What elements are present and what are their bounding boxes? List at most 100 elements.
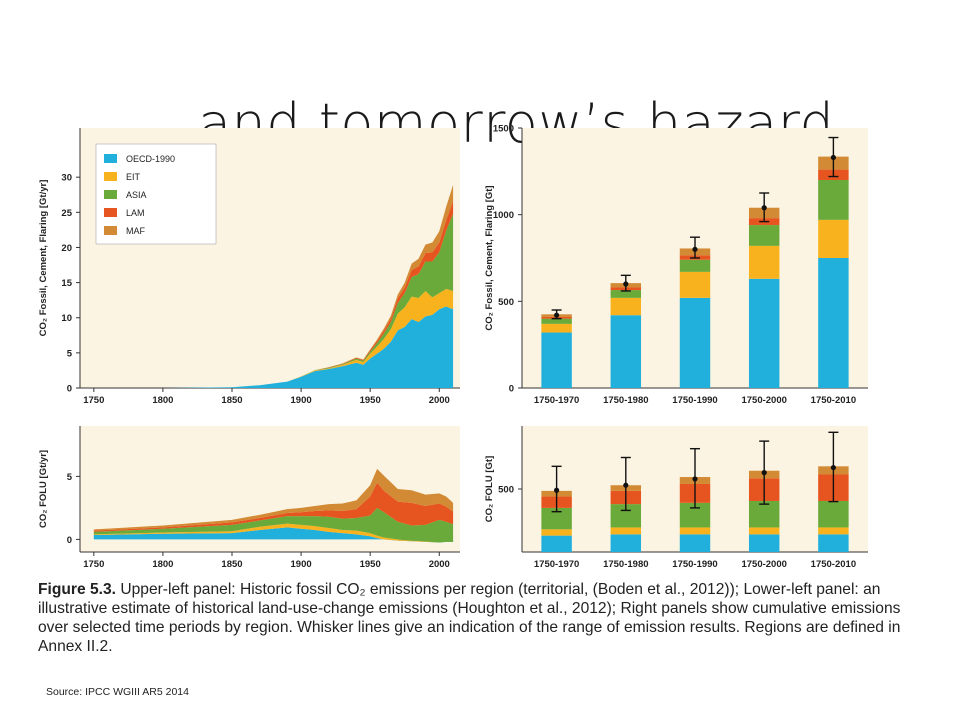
legend-label-oecd-1990: OECD-1990 bbox=[126, 154, 175, 164]
bar-segment-oecd-1990 bbox=[679, 534, 711, 552]
legend-swatch-oecd-1990 bbox=[104, 154, 117, 163]
y-axis-label: CO₂ Fossil, Cement, Flaring [Gt] bbox=[484, 185, 495, 330]
legend-label-maf: MAF bbox=[126, 226, 146, 236]
x-tick-label: 1950 bbox=[360, 559, 381, 570]
folu-annual-panel: CO₂ FOLU [Gt/yr] 0 5 1750 1800 1850 1900 1950 20… bbox=[38, 426, 460, 570]
error-center-point bbox=[761, 470, 767, 476]
area-eit bbox=[93, 523, 454, 543]
y-tick-label: 30 bbox=[61, 173, 72, 184]
x-tick-label: 1750-1980 bbox=[603, 559, 648, 570]
legend-swatch-maf bbox=[104, 226, 117, 235]
error-center-point bbox=[692, 246, 698, 252]
error-center-point bbox=[830, 464, 836, 471]
bar-segment-eit bbox=[541, 529, 572, 536]
y-tick-label: 25 bbox=[61, 208, 72, 219]
source-note: Source: IPCC WGIII AR5 2014 bbox=[46, 686, 189, 698]
bar-segment-oecd-1990 bbox=[748, 278, 780, 388]
bar-segment-oecd-1990 bbox=[818, 258, 849, 388]
x-tick-label: 1750-1990 bbox=[672, 395, 717, 406]
x-tick-label: 2000 bbox=[429, 559, 450, 570]
x-tick-label: 1750 bbox=[83, 395, 104, 406]
x-tick-label: 1850 bbox=[221, 559, 242, 570]
bar-segment-oecd-1990 bbox=[818, 534, 849, 552]
x-tick-label: 1750-2010 bbox=[811, 395, 856, 406]
x-tick-label: 1800 bbox=[152, 395, 173, 406]
caption-label: Figure 5.3. bbox=[38, 581, 116, 598]
bar-segment-eit bbox=[748, 527, 780, 535]
y-tick-label: 15 bbox=[61, 278, 72, 289]
legend-swatch-lam bbox=[104, 208, 117, 217]
x-tick-label: 1800 bbox=[152, 559, 173, 570]
bar-segment-oecd-1990 bbox=[748, 534, 780, 552]
x-tick-label: 2000 bbox=[429, 395, 450, 406]
x-tick-label: 1750-1980 bbox=[603, 395, 648, 406]
bar-segment-asia bbox=[610, 504, 642, 528]
area-oecd-1990 bbox=[93, 527, 454, 543]
bar-segment-oecd-1990 bbox=[541, 332, 572, 388]
error-center-point bbox=[554, 312, 560, 318]
error-center-point bbox=[623, 482, 629, 488]
folu-cumulative-panel: CO₂ FOLU [Gt] 1750-1970 1750-1980 1750-1990… bbox=[484, 426, 868, 570]
bar-segment-eit bbox=[610, 527, 642, 535]
fossil-cumulative-panel: CO₂ Fossil, Cement, Flaring [Gt] 1750-197… bbox=[484, 124, 868, 406]
bar-segment-eit bbox=[818, 219, 849, 258]
y-tick-label: 10 bbox=[61, 313, 72, 324]
area-asia bbox=[93, 507, 454, 543]
bar-segment-asia bbox=[541, 507, 572, 530]
caption-text: Upper-left panel: Historic fossil CO₂ em… bbox=[38, 581, 901, 655]
bar-segment-eit bbox=[541, 323, 572, 333]
area-eit bbox=[93, 288, 454, 388]
legend-label-asia: ASIA bbox=[126, 190, 147, 200]
y-axis-label: CO₂ FOLU [Gt/yr] bbox=[38, 450, 49, 528]
error-center-point bbox=[554, 487, 560, 493]
bar-segment-eit bbox=[679, 527, 711, 535]
y-tick-label: 1000 bbox=[493, 210, 514, 221]
bar-segment-asia bbox=[679, 259, 711, 272]
error-center-point bbox=[761, 205, 767, 211]
x-tick-label: 1750-2000 bbox=[741, 395, 786, 406]
legend-swatch-eit bbox=[104, 172, 117, 181]
x-tick-label: 1750-2010 bbox=[811, 559, 856, 570]
y-tick-label: 500 bbox=[498, 485, 514, 496]
bar-segment-asia bbox=[541, 318, 572, 324]
bar-segment-oecd-1990 bbox=[610, 315, 642, 388]
bar-segment-oecd-1990 bbox=[541, 535, 572, 552]
bar-segment-asia bbox=[748, 500, 780, 528]
bar-segment-asia bbox=[818, 500, 849, 528]
x-tick-label: 1750-1970 bbox=[534, 395, 579, 406]
error-center-point bbox=[623, 281, 629, 287]
y-tick-label: 0 bbox=[67, 535, 72, 546]
x-tick-label: 1750-2000 bbox=[741, 559, 786, 570]
y-tick-label: 0 bbox=[509, 384, 514, 395]
bar-segment-asia bbox=[610, 290, 642, 298]
y-tick-label: 5 bbox=[67, 472, 73, 483]
y-tick-label: 5 bbox=[67, 348, 73, 359]
area-oecd-1990 bbox=[93, 306, 454, 388]
area-lam bbox=[93, 482, 454, 532]
error-center-point bbox=[692, 476, 698, 482]
x-tick-label: 1750-1990 bbox=[672, 559, 717, 570]
y-tick-label: 20 bbox=[61, 243, 72, 254]
bar-segment-eit bbox=[748, 245, 780, 279]
y-tick-label: 500 bbox=[498, 297, 514, 308]
x-tick-label: 1850 bbox=[221, 395, 242, 406]
y-tick-label: 1500 bbox=[493, 124, 514, 135]
x-tick-label: 1900 bbox=[291, 559, 312, 570]
x-tick-label: 1750 bbox=[83, 559, 104, 570]
y-axis-label: CO₂ Fossil, Cement, Flaring [Gt/yr] bbox=[38, 180, 49, 337]
fossil-annual-panel: CO₂ Fossil, Cement, Flaring [Gt/yr] 0 5 10 1… bbox=[38, 128, 460, 406]
figure-caption: Figure 5.3. Upper-left panel: Historic f… bbox=[38, 580, 918, 656]
x-tick-label: 1900 bbox=[291, 395, 312, 406]
bar-segment-oecd-1990 bbox=[610, 534, 642, 552]
bar-segment-oecd-1990 bbox=[679, 297, 711, 388]
x-tick-label: 1950 bbox=[360, 395, 381, 406]
legend-label-lam: LAM bbox=[126, 208, 145, 218]
y-tick-label: 0 bbox=[67, 384, 72, 395]
y-axis-label: CO₂ FOLU [Gt] bbox=[484, 456, 495, 523]
x-tick-label: 1750-1970 bbox=[534, 559, 579, 570]
bar-segment-eit bbox=[679, 271, 711, 298]
error-center-point bbox=[830, 154, 836, 161]
bar-segment-asia bbox=[748, 225, 780, 246]
bar-segment-asia bbox=[818, 180, 849, 220]
legend-label-eit: EIT bbox=[126, 172, 141, 182]
